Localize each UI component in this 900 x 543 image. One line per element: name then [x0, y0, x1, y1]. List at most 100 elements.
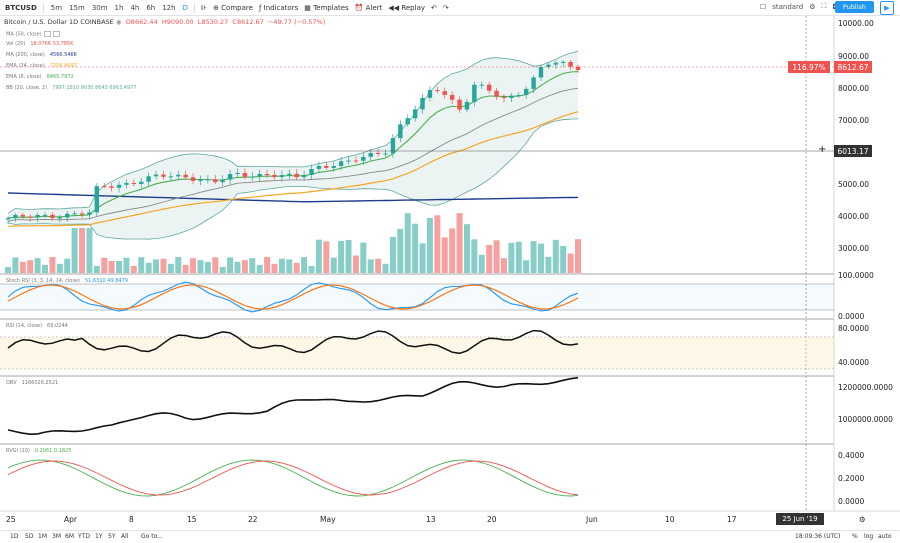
volume-bar	[212, 257, 219, 273]
indicators-button[interactable]: ƒ Indicators	[259, 4, 298, 12]
volume-bar	[508, 242, 515, 273]
axis-settings-gear-icon[interactable]: ⚙	[859, 515, 866, 524]
compare-button[interactable]: ⊕ Compare	[213, 4, 253, 12]
range-ytd[interactable]: YTD	[78, 533, 90, 540]
volume-bar	[256, 264, 263, 273]
candle-body	[560, 61, 566, 63]
timeframe-1h[interactable]: 1h	[114, 3, 124, 12]
fullscreen-icon[interactable]: ⛶	[821, 2, 827, 10]
timeframe-5m[interactable]: 5m	[50, 3, 63, 12]
divider	[42, 2, 44, 13]
timeframe-12h[interactable]: 12h	[162, 3, 176, 12]
candle-body	[509, 95, 514, 99]
volume-bar	[64, 258, 71, 273]
candle-body	[146, 176, 151, 182]
legend-label: Stoch RSI (3, 3, 14, 14, close)	[6, 278, 80, 284]
volume-bar	[567, 253, 574, 273]
range-3m[interactable]: 3M	[52, 533, 61, 540]
legend-value: 0.2061 0.1825	[34, 448, 72, 454]
legend-rvgi[interactable]: RVGI (10) 0.2061 0.1825	[6, 448, 71, 454]
rsi-line	[7, 329, 579, 355]
play-icon[interactable]: ▶	[880, 1, 894, 15]
volume-bar	[345, 239, 352, 273]
symbol-search[interactable]: BTCUSD	[5, 3, 37, 12]
legend-value: 8465.7972	[46, 74, 74, 80]
timeframe-4h[interactable]: 4h	[130, 3, 140, 12]
volume-bar	[552, 239, 559, 273]
range-1d[interactable]: 1D	[10, 533, 19, 540]
redo-button[interactable]: ↷	[443, 4, 449, 12]
volume-bar	[456, 213, 463, 273]
legend-value: 18.076K 53.785K	[30, 41, 74, 47]
replay-button[interactable]: ◀◀ Replay	[388, 4, 425, 12]
candle-body	[390, 138, 396, 154]
volume-bar	[471, 239, 478, 273]
timeframe-30m[interactable]: 30m	[91, 3, 108, 12]
volume-bar	[575, 239, 581, 273]
candle-body	[124, 182, 129, 185]
timeframe-6h[interactable]: 6h	[146, 3, 156, 12]
legend-label: Vol (20)	[6, 41, 26, 47]
log-toggle[interactable]: log	[864, 533, 874, 540]
range-1y[interactable]: 1Y	[95, 533, 103, 540]
layout-name[interactable]: standard	[772, 2, 804, 11]
ma200-line	[7, 192, 579, 203]
top-toolbar: BTCUSD 5m 15m 30m 1h 4h 6h 12h D ⊪ ⊕ Com…	[0, 0, 900, 16]
candle-body	[109, 186, 114, 188]
range-5y[interactable]: 5Y	[108, 533, 116, 540]
rsi-axis-tick: 40.0000	[838, 358, 870, 367]
bollinger-lower-line	[7, 118, 579, 240]
volume-bar	[530, 241, 537, 273]
undo-button[interactable]: ↶	[431, 4, 437, 12]
range-1m[interactable]: 1M	[38, 533, 47, 540]
legend-ema8[interactable]: EMA (8, close) 8465.7972	[6, 74, 74, 80]
layout-icon[interactable]: ☐	[759, 2, 767, 11]
legend-value: 69.0244	[47, 323, 68, 329]
crosshair-price-label: 6013.17	[834, 145, 872, 157]
goto-button[interactable]: Go to...	[141, 533, 163, 540]
fx-icon: ƒ	[258, 3, 262, 12]
volume-bar	[360, 242, 367, 273]
legend-value: 51.6310 49.8479	[85, 278, 128, 284]
legend-label: MA (200, close)	[6, 52, 45, 58]
auto-toggle[interactable]: auto	[878, 533, 892, 540]
timeframe-15m[interactable]: 15m	[69, 3, 85, 12]
candle-body	[264, 173, 270, 175]
stoch-d-line	[7, 284, 579, 310]
publish-button[interactable]: Publish	[834, 1, 874, 13]
candle-body	[538, 66, 544, 78]
chart-canvas[interactable]	[0, 16, 900, 512]
legend-bb[interactable]: BB (20, close, 2) 7997.1810 9030.8643 696…	[6, 85, 136, 91]
candle-body	[42, 214, 48, 216]
volume-bar	[249, 258, 256, 273]
chart-style-button[interactable]: ⊪	[201, 4, 207, 12]
legend-ma200[interactable]: MA (200, close) 4566.5466	[6, 52, 77, 58]
legend-rsi[interactable]: RSI (14, close) 69.0244	[6, 323, 68, 329]
candle-body	[257, 173, 262, 177]
volume-bar	[234, 261, 241, 273]
candle-body	[176, 174, 181, 177]
volume-bar	[108, 260, 115, 273]
range-all[interactable]: All	[121, 533, 129, 540]
legend-ma50[interactable]: MA (50, close)	[6, 31, 60, 38]
alert-button[interactable]: ⏰ Alert	[355, 4, 383, 12]
volume-bar	[515, 241, 522, 273]
legend-stoch-rsi[interactable]: Stoch RSI (3, 3, 14, 14, close) 51.6310 4…	[6, 278, 128, 284]
legend-obv[interactable]: OBV 1166026.2521	[6, 380, 58, 386]
templates-button[interactable]: ▦ Templates	[304, 4, 348, 12]
range-5d[interactable]: 5D	[25, 533, 34, 540]
volume-bar	[441, 237, 448, 273]
eye-icon[interactable]: ◉	[115, 18, 122, 26]
percent-toggle[interactable]: %	[852, 533, 858, 540]
timeframe-1d[interactable]: D	[182, 3, 188, 12]
volume-bar	[130, 265, 137, 273]
volume-bar	[145, 262, 152, 273]
range-6m[interactable]: 6M	[65, 533, 74, 540]
volume-bar	[49, 257, 56, 273]
volume-bar	[338, 240, 345, 273]
candle-body	[102, 186, 107, 188]
legend-ema34[interactable]: EMA (34, close) 7256.4097	[6, 63, 77, 69]
time-tick: 8	[129, 515, 134, 524]
settings-gear-icon[interactable]: ⚙	[809, 2, 816, 11]
legend-vol[interactable]: Vol (20) 18.076K 53.785K	[6, 41, 73, 47]
